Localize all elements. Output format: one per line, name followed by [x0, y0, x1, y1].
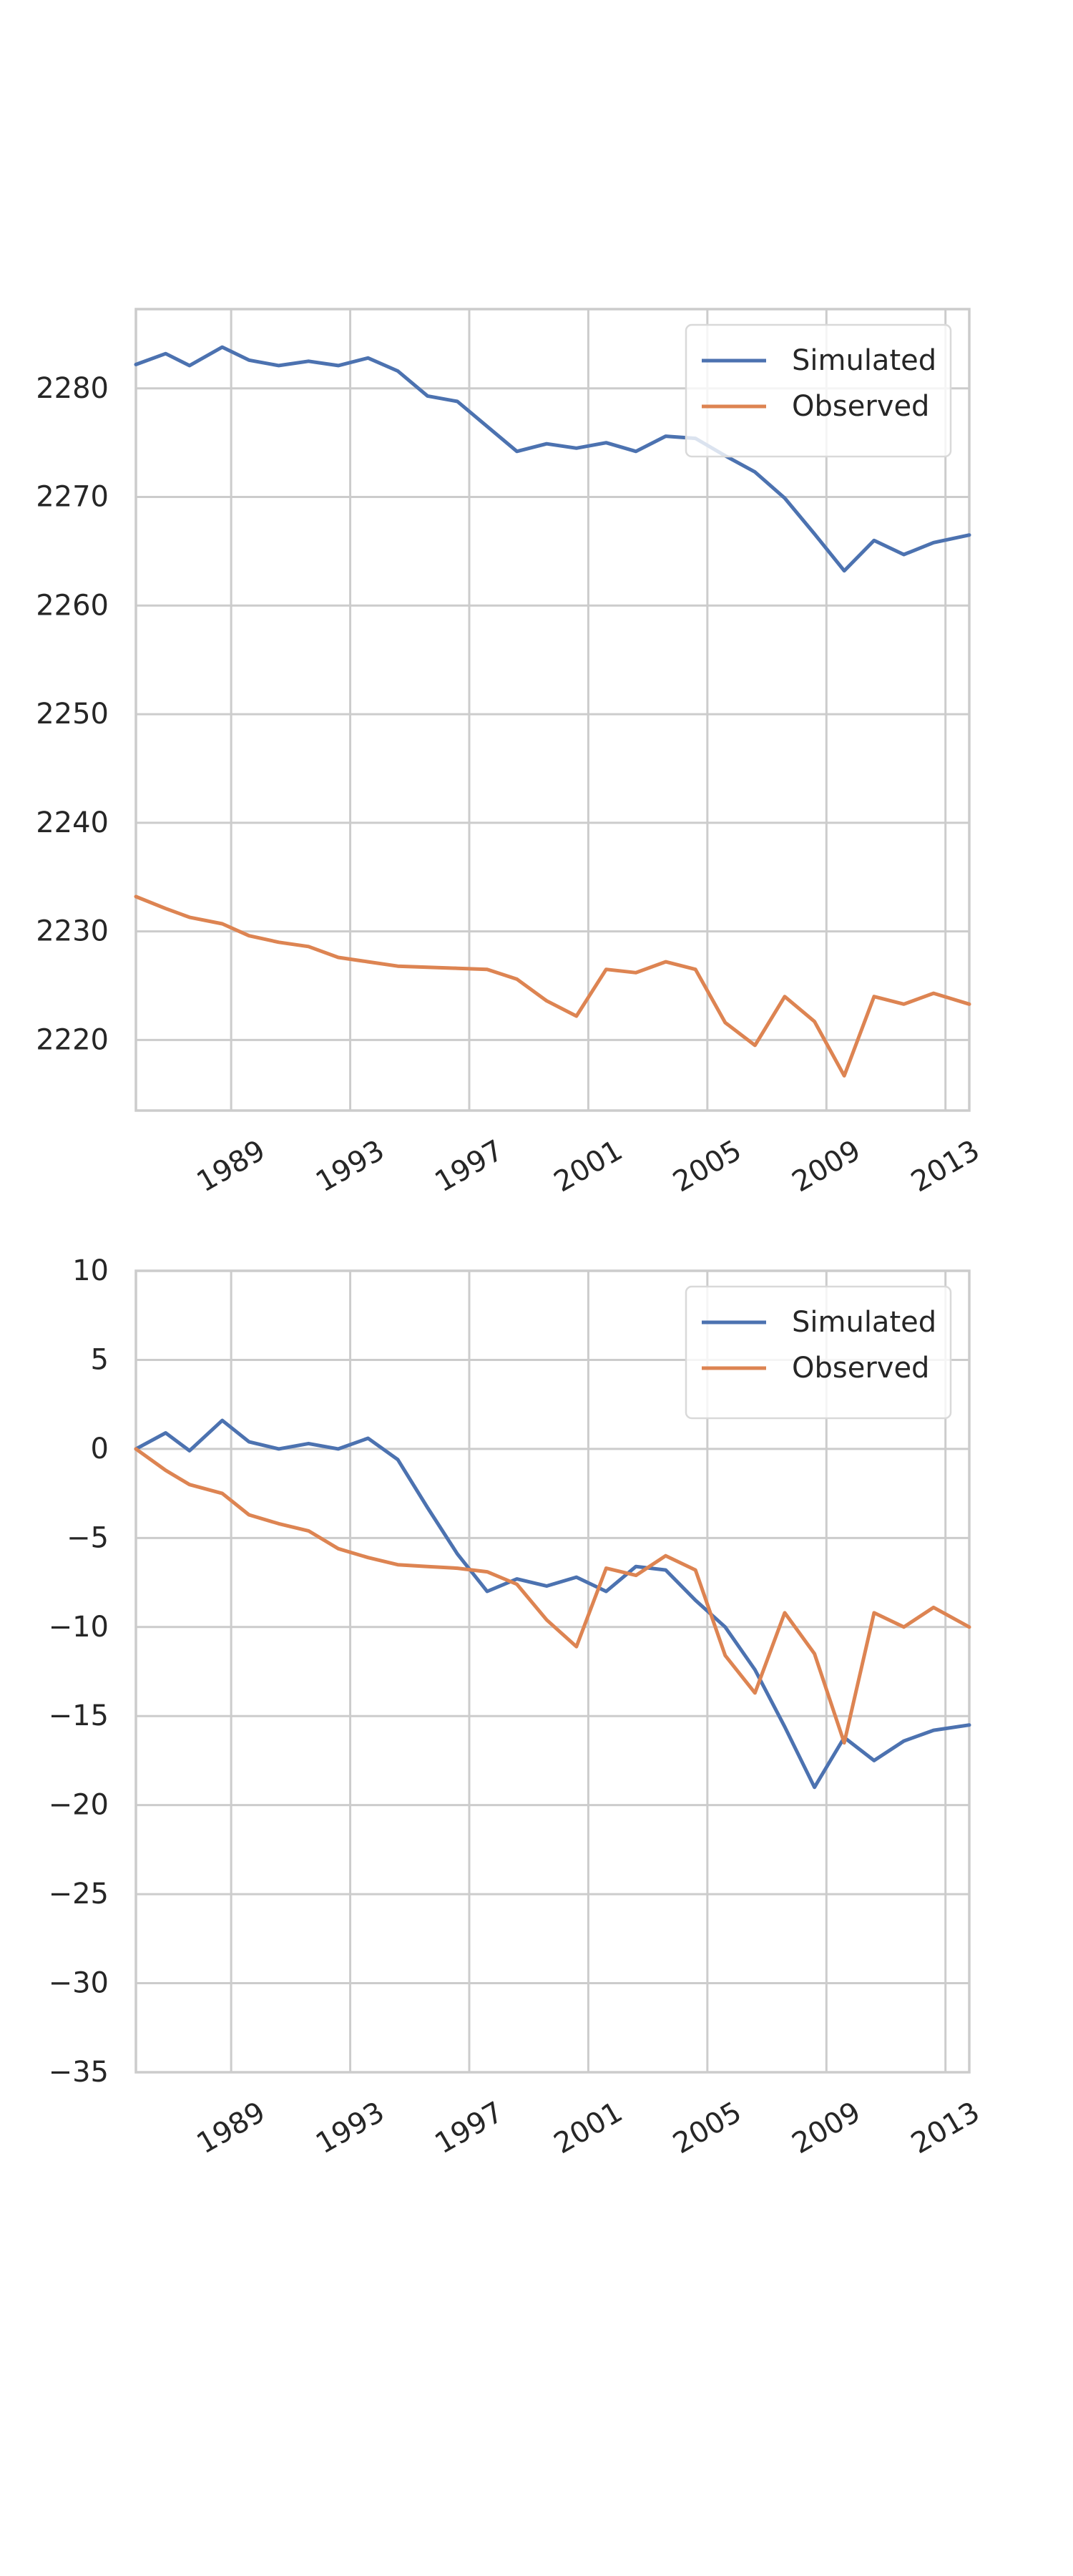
legend: Simulated Observed: [685, 323, 952, 458]
legend-label: Simulated: [792, 344, 936, 377]
y-tick-label: 2280: [36, 372, 109, 405]
series-line-observed: [134, 894, 971, 1078]
plot-frame: [134, 1269, 971, 2074]
x-tick-label: 1989: [192, 1134, 271, 1199]
chart-panel-2: 10 5 0 −5 −10 −15 −20 −25 −30 −35 1989 1993 1997 2001…: [49, 1254, 986, 2160]
y-tick-label: 2260: [36, 589, 109, 622]
x-tick-label: 2013: [906, 1134, 985, 1199]
x-tick-label: 2005: [667, 1134, 747, 1199]
y-tick-label: 2230: [36, 915, 109, 948]
legend-label: Simulated: [792, 1306, 936, 1339]
y-tick-label: −10: [49, 1611, 109, 1644]
x-tick-label: 2013: [906, 2096, 985, 2161]
x-tick-label: 1993: [310, 2096, 390, 2161]
y-tick-label: 2240: [36, 806, 109, 839]
series-line-observed: [134, 1447, 971, 1745]
legend: Simulated Observed: [685, 1285, 952, 1420]
x-tick-label: 2009: [787, 1134, 866, 1199]
x-tick-label: 1997: [429, 2096, 509, 2161]
x-tick-label: 2005: [667, 2096, 747, 2161]
y-tick-label: 0: [91, 1433, 109, 1465]
y-tick-label: −30: [49, 1967, 109, 2000]
y-tick-label: −5: [67, 1521, 109, 1554]
y-tick-label: 2250: [36, 698, 109, 731]
series-line-simulated: [134, 1418, 971, 1790]
y-tick-label: −15: [49, 1699, 109, 1732]
x-tick-label: 2001: [549, 2096, 628, 2161]
x-tick-label: 1997: [429, 1134, 509, 1199]
plot-frame: [134, 308, 971, 1112]
x-tick-label: 1993: [310, 1134, 390, 1199]
legend-box: [685, 1285, 952, 1420]
y-tick-label: 2220: [36, 1023, 109, 1056]
y-tick-label: 5: [91, 1343, 109, 1376]
x-tick-label: 2001: [549, 1134, 628, 1199]
legend-box: [685, 323, 952, 458]
legend-label: Observed: [792, 1352, 929, 1385]
y-tick-label: −20: [49, 1789, 109, 1822]
y-tick-label: −35: [49, 2056, 109, 2089]
legend-label: Observed: [792, 390, 929, 423]
x-tick-label: 1989: [192, 2096, 271, 2161]
y-tick-label: −25: [49, 1878, 109, 1911]
x-tick-label: 2009: [787, 2096, 866, 2161]
chart-panel-1: 2220 2230 2240 2250 2260 2270 2280 1989 1993 1997…: [36, 308, 985, 1199]
series-line-simulated: [134, 345, 971, 573]
y-tick-label: 2270: [36, 481, 109, 514]
y-tick-label: 10: [72, 1254, 109, 1287]
